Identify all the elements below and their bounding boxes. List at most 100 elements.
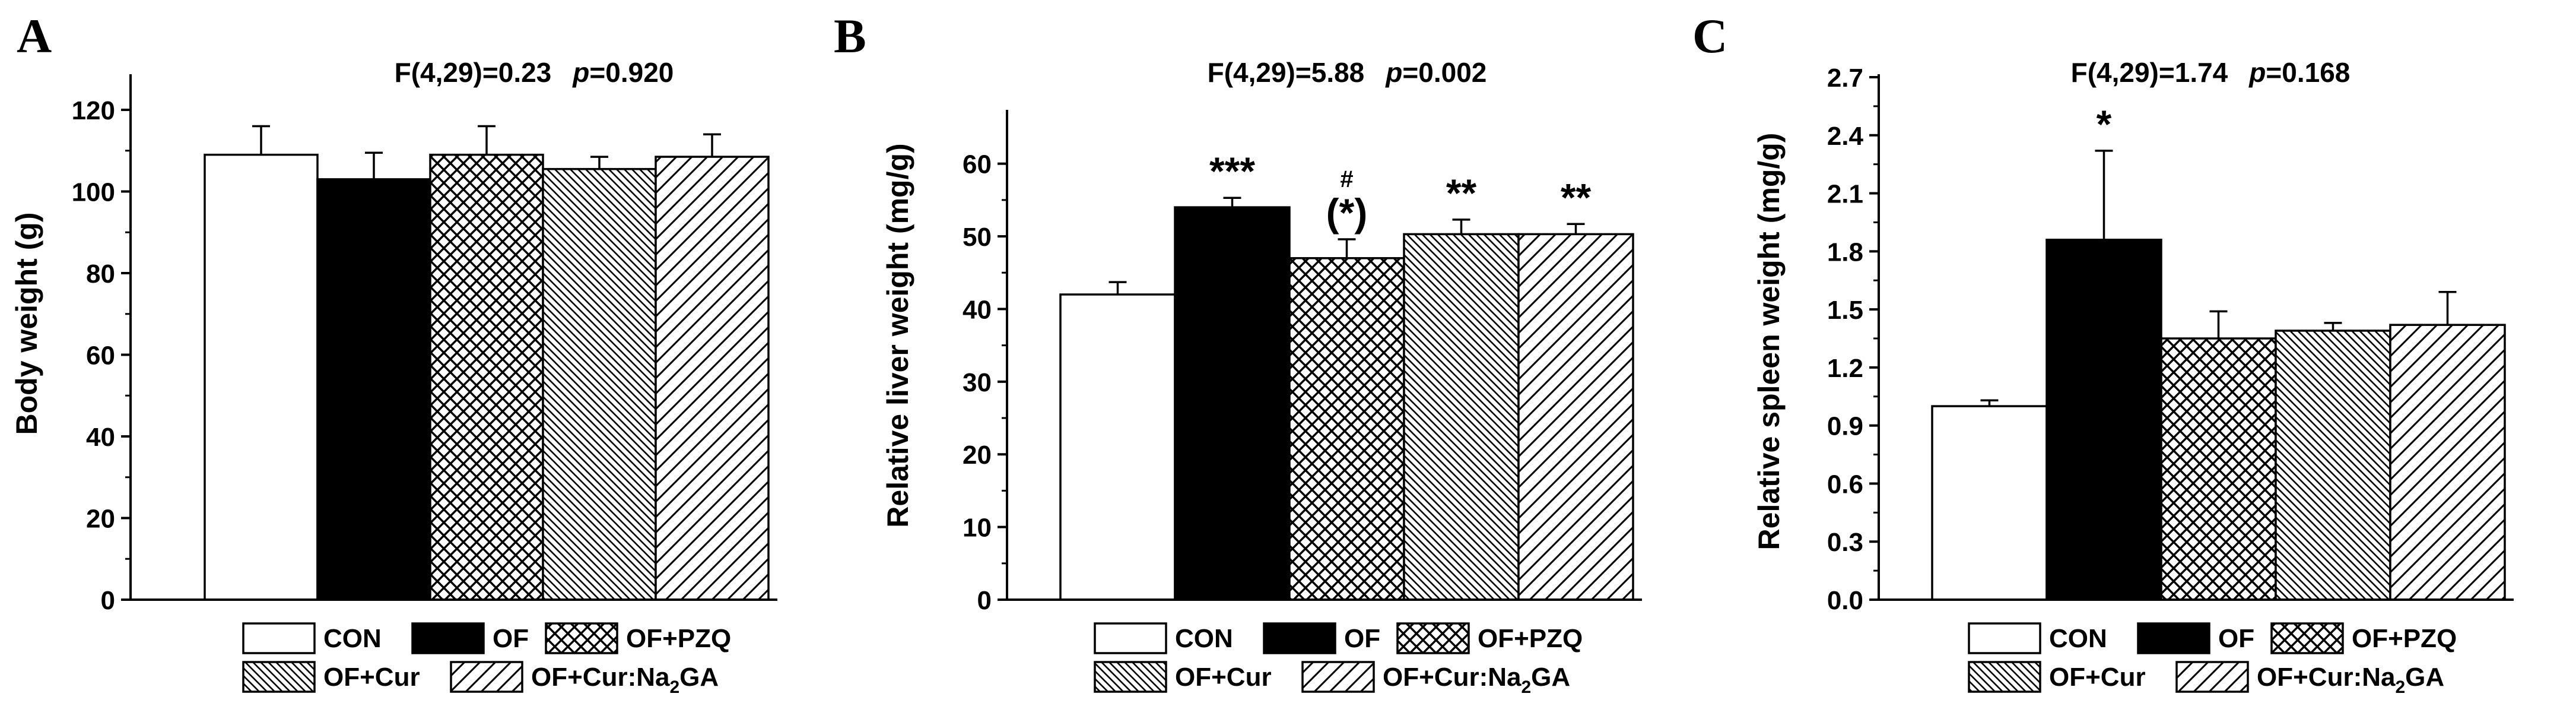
bar-3: [2275, 330, 2391, 601]
panel-letter: C: [1692, 9, 1727, 63]
significance-label-2: (*): [1326, 191, 1368, 235]
panel-a: A F(4,29)=0.23 p=0.920 Body weight (g) 0 2…: [10, 9, 777, 615]
bar-4: [2389, 324, 2506, 601]
y-tick-label: 0.9: [1827, 412, 1863, 441]
y-tick-label: 1.5: [1827, 296, 1863, 325]
y-axis-label: Relative liver weight (mg/g): [881, 143, 914, 527]
anova-f: F(4,29)=0.23: [395, 57, 552, 88]
legend-swatch-1: [1263, 622, 1336, 654]
bar-2: [1288, 257, 1405, 601]
y-tick-label: 40: [963, 295, 992, 324]
legend-label-3: OF+Cur: [1175, 663, 1272, 692]
legend-swatch-1: [411, 622, 485, 654]
anova-f: F(4,29)=1.74: [2071, 57, 2228, 88]
anova-f: F(4,29)=5.88: [1208, 57, 1365, 88]
bar-1: [316, 178, 431, 601]
anova-p-symbol: p: [571, 57, 589, 88]
legend-swatch-0: [1094, 622, 1167, 654]
significance-label-1: *: [2097, 102, 2112, 146]
panel-b: B F(4,29)=5.88 p=0.002 Relative liver wei…: [834, 9, 1642, 615]
y-tick-label: 0: [977, 586, 992, 615]
y-tick-label: 60: [86, 341, 115, 370]
anova-p-symbol: p: [1384, 57, 1402, 88]
legend-label-2: OF+PZQ: [1478, 624, 1583, 653]
anova-p-symbol: p: [2248, 57, 2266, 88]
y-tick-label: 2.4: [1827, 122, 1864, 151]
bar-0: [204, 153, 319, 601]
significance-label-3: **: [1446, 171, 1477, 215]
significance-label-1: ***: [1209, 149, 1255, 193]
plot-area: * 0.0 0.3 0.6 0.9 1.2 1.5 1.8 2.1 2.4 2.7: [1827, 64, 2514, 615]
legend-label-2: OF+PZQ: [2352, 624, 2457, 653]
bar-3: [1403, 233, 1520, 601]
legend-b: CON OF OF+PZQ OF+Cur OF+Cur:Na2GA: [1094, 622, 1583, 697]
bar-4: [1517, 233, 1634, 601]
legend-swatch-4: [450, 661, 523, 693]
bar-1: [2045, 239, 2162, 601]
legend-swatch-0: [242, 622, 316, 654]
y-axis-label: Body weight (g): [10, 213, 43, 435]
legend-label-0: CON: [1175, 624, 1233, 653]
legend-label-3: OF+Cur: [2049, 663, 2146, 692]
legend-label-1: OF: [493, 624, 529, 653]
y-tick-label: 120: [72, 96, 115, 125]
panel-letter: B: [834, 9, 866, 63]
y-axis-label: Relative spleen weight (mg/g): [1752, 133, 1786, 550]
anova-stat: F(4,29)=5.88 p=0.002: [1208, 57, 1487, 88]
legend-swatch-0: [1968, 622, 2041, 654]
bar-2: [2160, 337, 2277, 601]
y-tick-label: 1.2: [1827, 354, 1863, 383]
legend-swatch-4: [2175, 661, 2249, 693]
anova-stat: F(4,29)=1.74 p=0.168: [2071, 57, 2351, 88]
y-tick-label: 2.1: [1827, 180, 1863, 209]
anova-p-value: =0.168: [2266, 57, 2350, 88]
y-tick-label: 60: [963, 150, 992, 179]
bar-2: [429, 153, 544, 601]
y-tick-label: 0.3: [1827, 528, 1863, 557]
legend-swatch-4: [1301, 661, 1375, 693]
y-tick-label: 100: [72, 178, 115, 207]
y-tick-label: 40: [86, 423, 115, 452]
legend-swatch-3: [1968, 661, 2041, 693]
anova-stat: F(4,29)=0.23 p=0.920: [395, 57, 674, 88]
y-tick-label: 0.0: [1827, 586, 1863, 615]
y-tick-label: 20: [86, 505, 115, 534]
legend-label-4: OF+Cur:Na2GA: [2257, 663, 2444, 697]
bar-3: [542, 167, 657, 601]
panel-letter: A: [17, 9, 52, 63]
legend-label-0: CON: [323, 624, 382, 653]
legend-c: CON OF OF+PZQ OF+Cur OF+Cur:Na2GA: [1968, 622, 2457, 697]
plot-area: *** (*)# ** ** 0 10 20 30 40 50 60: [963, 110, 1642, 615]
legend-label-1: OF: [2218, 624, 2254, 653]
legend-label-4: OF+Cur:Na2GA: [1383, 663, 1570, 697]
legend-label-4: OF+Cur:Na2GA: [531, 663, 719, 697]
legend-swatch-2: [1396, 622, 1470, 654]
significance-hash-2: #: [1340, 166, 1353, 192]
y-tick-label: 50: [963, 223, 992, 252]
legend-swatch-3: [242, 661, 316, 693]
legend-label-3: OF+Cur: [323, 663, 420, 692]
y-tick-label: 30: [963, 368, 992, 397]
significance-label-4: **: [1561, 175, 1592, 219]
bar-0: [1059, 293, 1176, 601]
legend-a: CON OF OF+PZQ OF+Cur OF+Cur:Na2GA: [242, 622, 731, 697]
bar-1: [1174, 206, 1291, 601]
anova-p-value: =0.002: [1402, 57, 1486, 88]
bar-0: [1931, 405, 2048, 601]
legend-swatch-2: [2270, 622, 2344, 654]
y-tick-label: 20: [963, 441, 992, 470]
legend-swatch-2: [545, 622, 618, 654]
y-tick-label: 0: [101, 586, 115, 615]
plot-area: 0 20 40 60 80 100 120: [72, 74, 777, 615]
legend-swatch-1: [2137, 622, 2210, 654]
y-tick-label: 1.8: [1827, 238, 1863, 267]
legend-label-0: CON: [2049, 624, 2107, 653]
bar-4: [655, 156, 770, 601]
y-tick-label: 2.7: [1827, 64, 1863, 93]
panel-c: C F(4,29)=1.74 p=0.168 Relative spleen we…: [1692, 9, 2514, 615]
legend-label-1: OF: [1344, 624, 1380, 653]
legend-swatch-3: [1094, 661, 1167, 693]
y-tick-label: 10: [963, 514, 992, 543]
y-tick-label: 80: [86, 259, 115, 289]
